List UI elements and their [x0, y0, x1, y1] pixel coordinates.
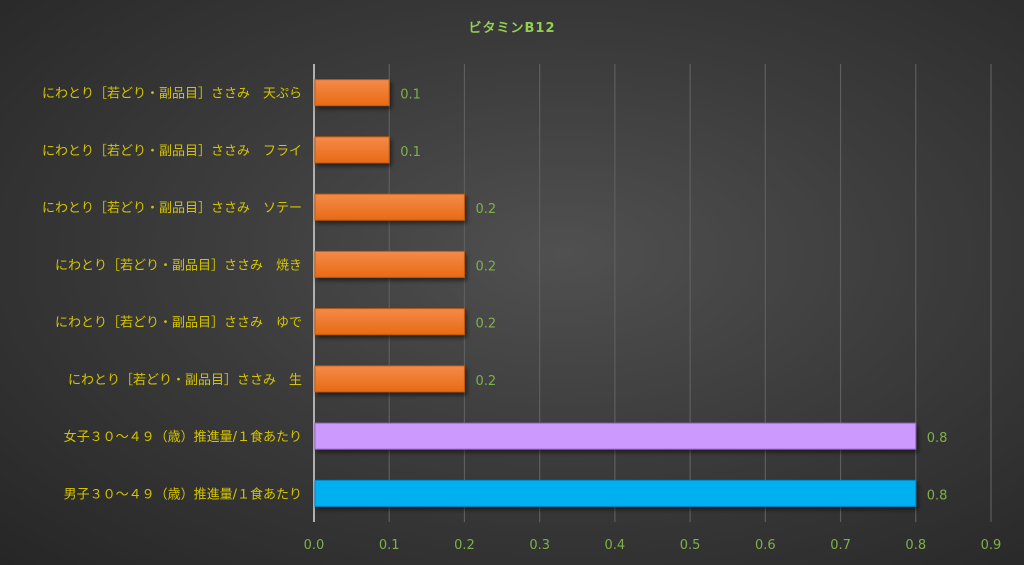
- data-label: 0.2: [475, 374, 496, 389]
- data-label: 0.2: [475, 317, 496, 332]
- data-label: 0.1: [400, 145, 421, 160]
- x-tick-label: 0.3: [529, 538, 550, 553]
- x-tick-label: 0.7: [830, 538, 851, 553]
- data-label: 0.2: [475, 202, 496, 217]
- category-label: にわとり［若どり・副品目］ささみ ソテー: [42, 200, 302, 216]
- x-tick-label: 0.8: [905, 538, 926, 553]
- bar: [314, 308, 465, 336]
- x-tick-label: 0.9: [981, 538, 1002, 553]
- bar: [314, 422, 917, 450]
- category-label: 女子３０～４９（歳）推進量/１食あたり: [64, 429, 302, 445]
- category-label: 男子３０～４９（歳）推進量/１食あたり: [64, 486, 302, 502]
- chart-title: ビタミンB12: [469, 20, 556, 36]
- bar: [314, 365, 465, 393]
- category-label: にわとり［若どり・副品目］ささみ 生: [68, 372, 302, 388]
- bar: [314, 250, 465, 278]
- x-tick-label: 0.6: [755, 538, 776, 553]
- data-label: 0.8: [927, 431, 948, 446]
- category-label: にわとり［若どり・副品目］ささみ ゆで: [55, 315, 302, 331]
- data-label: 0.2: [475, 259, 496, 274]
- category-label: にわとり［若どり・副品目］ささみ 天ぷら: [42, 86, 302, 102]
- x-tick-label: 0.2: [454, 538, 475, 553]
- bar: [314, 193, 465, 221]
- category-label: にわとり［若どり・副品目］ささみ 焼き: [55, 257, 302, 273]
- bar: [314, 136, 390, 164]
- x-tick-label: 0.0: [304, 538, 325, 553]
- data-label: 0.8: [927, 488, 948, 503]
- bar: [314, 79, 390, 107]
- x-tick-label: 0.1: [379, 538, 400, 553]
- bar: [314, 479, 917, 507]
- x-tick-label: 0.4: [605, 538, 626, 553]
- data-label: 0.1: [400, 88, 421, 103]
- x-tick-label: 0.5: [680, 538, 701, 553]
- category-label: にわとり［若どり・副品目］ささみ フライ: [42, 143, 302, 159]
